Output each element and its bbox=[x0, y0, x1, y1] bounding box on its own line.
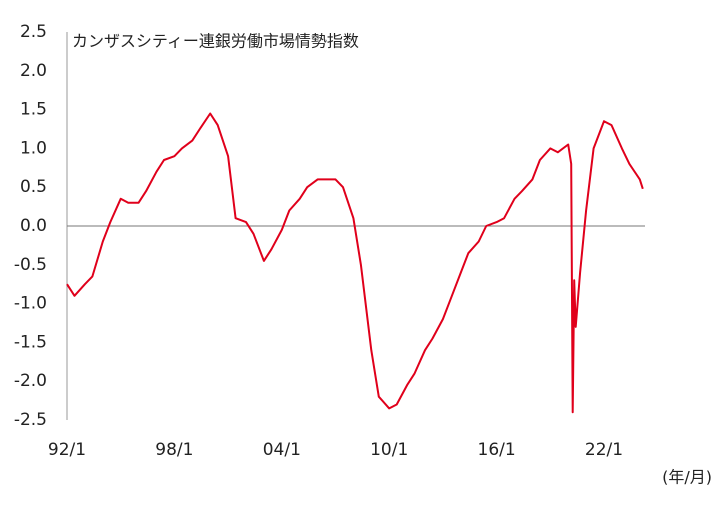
y-tick-label: -0.5 bbox=[14, 255, 47, 275]
y-tick-label: 0.0 bbox=[20, 216, 47, 236]
y-tick-label: 2.0 bbox=[20, 61, 47, 81]
x-tick-label: 16/1 bbox=[478, 440, 516, 460]
x-tick-label: 10/1 bbox=[370, 440, 408, 460]
chart-title: カンザスシティー連銀労働市場情勢指数 bbox=[72, 32, 359, 51]
y-tick-label: -1.5 bbox=[14, 332, 47, 352]
y-tick-label: 0.5 bbox=[20, 177, 47, 197]
y-tick-label: -2.0 bbox=[14, 371, 47, 391]
y-tick-label: 1.0 bbox=[20, 138, 47, 158]
line bbox=[66, 112, 644, 414]
x-tick-label: 98/1 bbox=[155, 440, 193, 460]
x-tick-label: 22/1 bbox=[585, 440, 623, 460]
y-tick-label: -1.0 bbox=[14, 294, 47, 314]
x-tick-label: 92/1 bbox=[48, 440, 86, 460]
y-tick-label: 1.5 bbox=[20, 100, 47, 120]
x-axis-label: (年/月) bbox=[662, 468, 712, 487]
x-tick-label: 04/1 bbox=[263, 440, 301, 460]
y-tick-label: 2.5 bbox=[20, 22, 47, 42]
y-tick-label: -2.5 bbox=[14, 410, 47, 430]
